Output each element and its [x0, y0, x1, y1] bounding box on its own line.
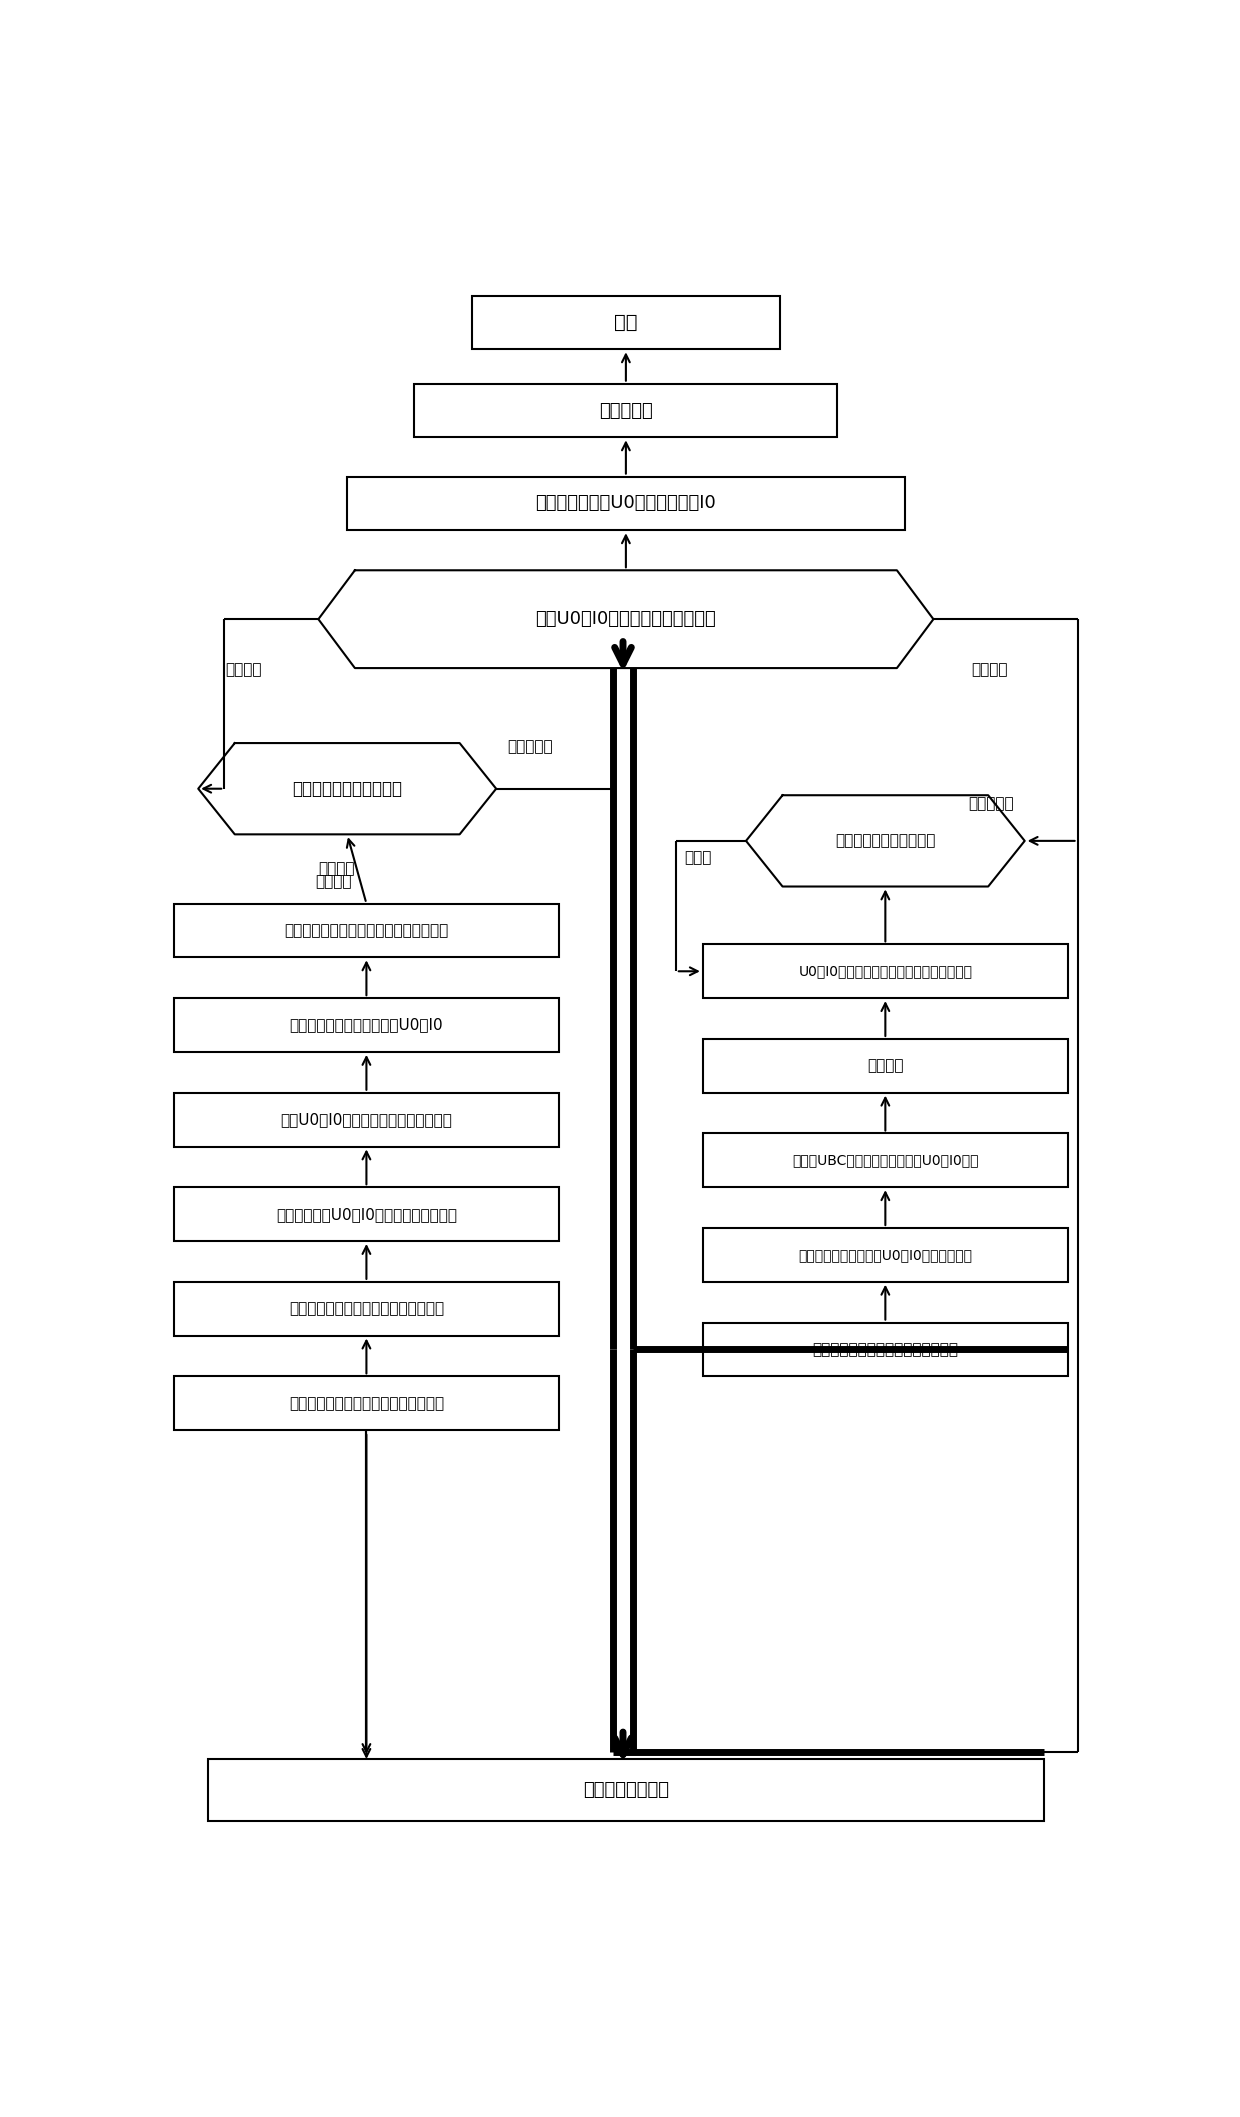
Bar — [703, 1228, 1068, 1281]
Bar — [472, 296, 780, 349]
Bar — [174, 1092, 558, 1147]
Text: 转为中性点经消弧线圈串联阻尼电阻方式: 转为中性点经消弧线圈串联阻尼电阻方式 — [284, 923, 449, 938]
Bar — [208, 1759, 1044, 1821]
Text: 开始: 开始 — [614, 313, 637, 332]
Text: 采集中性点电压U0及中性点电流I0: 采集中性点电压U0及中性点电流I0 — [536, 495, 717, 512]
Text: 以母线UBC为相位参考实时监测U0、I0相位: 以母线UBC为相位参考实时监测U0、I0相位 — [792, 1154, 978, 1166]
Text: 不大于: 不大于 — [684, 849, 712, 864]
Text: 记录下刚并中电阻后的U0、I0值（基准值）: 记录下刚并中电阻后的U0、I0值（基准值） — [799, 1247, 972, 1262]
Text: 大于设定值: 大于设定值 — [968, 796, 1014, 811]
Polygon shape — [319, 569, 934, 669]
Text: 根据U0、I0判断是否发生接地故障: 根据U0、I0判断是否发生接地故障 — [536, 610, 717, 629]
Text: 综合极值法和调档法得到系统电容电流: 综合极值法和调档法得到系统电容电流 — [289, 1302, 444, 1317]
Bar — [174, 1281, 558, 1336]
Text: 利用不同档间U0、I0计算容流（调档法）: 利用不同档间U0、I0计算容流（调档法） — [277, 1207, 456, 1222]
Bar — [174, 904, 558, 957]
Bar — [347, 476, 905, 531]
Text: 数据处理: 数据处理 — [867, 1058, 904, 1073]
Text: 发生接地: 发生接地 — [971, 663, 1007, 677]
Text: 是否需要调档，计算容流: 是否需要调档，计算容流 — [293, 779, 402, 798]
Text: U0、I0相位变化是否大于设定值（相位法）: U0、I0相位变化是否大于设定值（相位法） — [799, 963, 972, 978]
Text: 消弧线圈调档完成: 消弧线圈调档完成 — [583, 1780, 668, 1799]
Text: 寻找U0、I0最大时消弧档位（极值法）: 寻找U0、I0最大时消弧档位（极值法） — [280, 1111, 453, 1126]
Polygon shape — [198, 743, 496, 834]
Text: 调整档位保证消弧线圈始终靠近谐振点: 调整档位保证消弧线圈始终靠近谐振点 — [289, 1395, 444, 1410]
Bar — [703, 1323, 1068, 1376]
Text: 没有接地: 没有接地 — [226, 663, 262, 677]
Text: 需要调档: 需要调档 — [319, 862, 355, 876]
Bar — [703, 1133, 1068, 1188]
Bar — [174, 1188, 558, 1241]
Text: 不需要调档: 不需要调档 — [507, 739, 553, 754]
Text: 需要调档: 需要调档 — [315, 874, 352, 889]
Bar — [703, 1039, 1068, 1092]
Bar — [174, 1376, 558, 1431]
Text: 容流变化是否大于设定值: 容流变化是否大于设定值 — [836, 834, 935, 849]
Bar — [703, 944, 1068, 999]
Bar — [414, 383, 837, 438]
Text: 自动调档，记录每档对应的U0、I0: 自动调档，记录每档对应的U0、I0 — [290, 1018, 443, 1033]
Text: 转为中性点经消弧线圈并联中值电阻: 转为中性点经消弧线圈并联中值电阻 — [812, 1342, 959, 1357]
Text: 程序初始化: 程序初始化 — [599, 402, 652, 419]
Polygon shape — [746, 796, 1024, 887]
Bar — [174, 999, 558, 1052]
